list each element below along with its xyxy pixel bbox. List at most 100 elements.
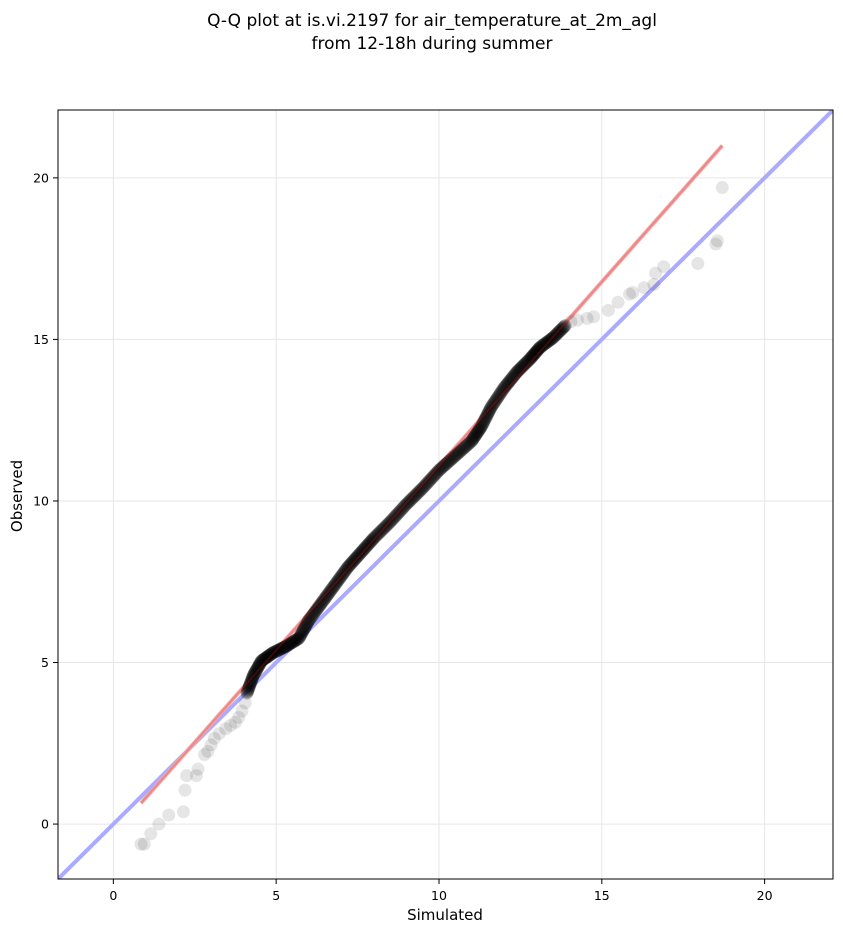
data-point-body-62 [264,647,278,661]
data-point-body-390 [472,424,486,438]
data-point-body-129 [300,616,314,630]
data-point-body-17 [245,672,259,686]
data-point-body-197 [340,561,354,575]
data-point-body-520 [541,334,555,348]
data-point-body-463 [511,364,525,378]
data-point-tail-17 [228,715,242,729]
reference-lines [58,110,833,879]
y-tick-label-1: 5 [41,655,49,670]
data-point-body-36 [252,659,266,673]
data-point-body-81 [275,641,289,655]
data-point-body-128 [300,617,314,631]
data-point-body-15 [244,674,258,688]
data-point-body-396 [474,420,488,434]
data-point-body-351 [448,449,462,463]
data-point-body-64 [265,647,279,661]
data-point-body-222 [355,544,369,558]
data-point-tail-3 [152,817,166,831]
data-point-body-265 [384,514,398,528]
data-point-body-328 [431,465,445,479]
data-point-body-236 [363,535,377,549]
data-point-body-184 [333,572,347,586]
data-point-body-277 [393,504,407,518]
data-point-body-465 [512,363,526,377]
data-point-body-500 [530,344,544,358]
data-point-body-483 [523,352,537,366]
data-point-body-492 [527,348,541,362]
data-point-body-119 [296,624,310,638]
data-point-body-368 [460,438,474,452]
data-point-body-104 [288,633,302,647]
data-points [134,144,729,851]
data-point-body-179 [330,576,344,590]
data-point-body-215 [351,549,365,563]
data-point-body-359 [453,444,467,458]
data-point-body-472 [516,359,530,373]
data-point-body-382 [468,429,482,443]
data-point-body-452 [504,372,518,386]
data-point-body-296 [407,490,421,504]
y-tick-label-0: 0 [41,817,49,832]
data-point-body-233 [362,537,376,551]
data-point-body-398 [475,418,489,432]
data-point-body-203 [344,557,358,571]
data-point-body-130 [301,615,315,629]
plot-frame [57,109,834,880]
y-tick-label-4: 20 [33,170,49,185]
data-point-body-157 [317,593,331,607]
data-point-body-181 [331,574,345,588]
data-point-body-274 [391,507,405,521]
data-point-body-421 [486,398,500,412]
data-point-body-350 [447,450,461,464]
data-point-body-248 [371,527,385,541]
data-point-body-503 [532,342,546,356]
data-point-body-324 [428,468,442,482]
data-point-body-293 [405,492,419,506]
data-point-body-80 [274,642,288,656]
data-point-body-438 [496,383,510,397]
data-point-body-297 [408,489,422,503]
data-point-body-176 [328,578,342,592]
data-point-body-539 [552,324,566,338]
data-point-tail-16 [224,719,238,733]
data-point-body-160 [318,591,332,605]
data-point-body-33 [250,661,264,675]
data-point-body-401 [477,415,491,429]
data-point-body-235 [363,536,377,550]
data-point-body-380 [467,430,481,444]
data-point-body-536 [551,326,565,340]
data-point-body-26 [248,666,262,680]
data-point-body-291 [403,494,417,508]
data-point-body-112 [293,630,307,644]
data-point-body-387 [470,426,484,440]
data-point-body-272 [389,509,403,523]
data-point-body-400 [476,416,490,430]
data-point-tail-13 [207,731,221,745]
data-point-body-301 [411,486,425,500]
data-point-body-156 [316,594,330,608]
data-point-body-271 [388,509,402,523]
data-point-body-342 [441,455,455,469]
data-point-tail-5 [176,805,190,819]
data-point-body-152 [314,597,328,611]
data-point-body-376 [465,433,479,447]
data-point-body-75 [271,643,285,657]
data-point-body-406 [479,411,493,425]
data-point-body-174 [327,580,341,594]
data-point-body-334 [435,461,449,475]
data-point-body-78 [273,642,287,656]
data-point-body-531 [548,329,562,343]
data-point-body-506 [533,340,547,354]
data-point-body-522 [542,333,556,347]
data-point-body-49 [257,652,271,666]
data-point-body-457 [507,368,521,382]
data-point-tail-33 [691,256,705,270]
data-point-body-404 [478,413,492,427]
data-point-body-430 [491,390,505,404]
data-point-body-5 [241,682,255,696]
data-point-body-358 [453,445,467,459]
data-point-body-530 [547,330,561,344]
data-point-body-168 [323,584,337,598]
data-point-body-333 [434,461,448,475]
data-point-body-54 [260,650,274,664]
